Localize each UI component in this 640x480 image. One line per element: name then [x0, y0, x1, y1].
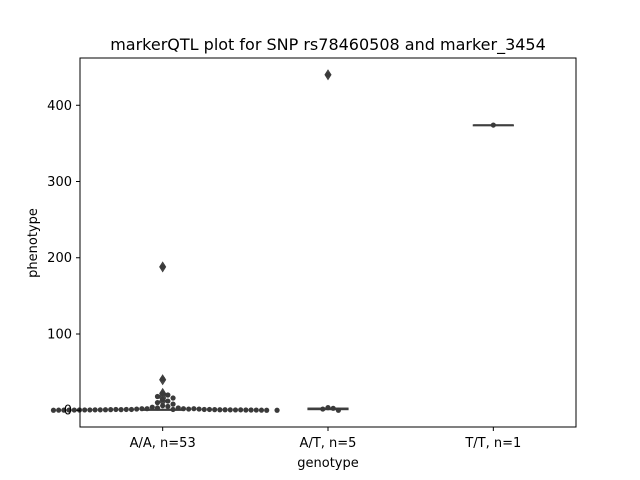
- data-point: [50, 407, 57, 413]
- data-point: [264, 407, 270, 413]
- y-tick-label: 300: [47, 175, 72, 190]
- data-point: [134, 406, 140, 412]
- data-point: [165, 403, 171, 410]
- data-point: [180, 406, 187, 412]
- data-point: [201, 406, 207, 413]
- data-point: [56, 407, 62, 413]
- box-group: [50, 261, 280, 413]
- data-point: [238, 407, 244, 413]
- data-point: [170, 406, 176, 413]
- data-point: [165, 392, 171, 398]
- data-point: [139, 406, 145, 412]
- y-axis-label: phenotype: [26, 208, 41, 278]
- data-point: [258, 407, 265, 413]
- data-point: [196, 406, 202, 412]
- y-tick-label: 400: [47, 99, 72, 114]
- data-point: [227, 407, 233, 413]
- data-point: [71, 407, 77, 413]
- data-point: [128, 406, 135, 413]
- data-point: [222, 407, 228, 413]
- data-point: [149, 404, 155, 410]
- box-group: [472, 122, 514, 128]
- data-point: [154, 393, 161, 400]
- data-point: [186, 406, 192, 412]
- data-point: [320, 406, 326, 412]
- x-axis: A/A, n=53 A/T, n=5 T/T, n=1: [130, 427, 521, 451]
- data-point: [253, 407, 259, 413]
- data-point: [165, 398, 171, 404]
- chart-title: markerQTL plot for SNP rs78460508 and ma…: [110, 35, 546, 55]
- plot-area: [50, 69, 514, 413]
- y-tick-label: 0: [64, 404, 72, 419]
- x-tick-label: A/T, n=5: [300, 436, 357, 451]
- data-point: [274, 407, 280, 413]
- data-point: [87, 407, 93, 413]
- data-point: [160, 390, 166, 397]
- data-point: [61, 407, 67, 413]
- data-point: [154, 400, 161, 406]
- data-point: [144, 406, 150, 412]
- data-point: [92, 407, 98, 413]
- data-point: [113, 406, 119, 413]
- data-point: [160, 264, 166, 270]
- box-group: [307, 69, 349, 413]
- data-point: [82, 407, 88, 413]
- data-point: [325, 404, 331, 411]
- data-point: [102, 407, 109, 413]
- data-point: [175, 405, 181, 411]
- data-point: [490, 122, 496, 128]
- data-point: [66, 407, 72, 413]
- data-point: [325, 72, 331, 78]
- data-point: [160, 396, 166, 403]
- data-point: [232, 407, 239, 413]
- data-point: [160, 403, 166, 409]
- data-point: [248, 407, 254, 413]
- data-point: [160, 376, 166, 382]
- data-point: [154, 405, 161, 411]
- data-point: [191, 406, 197, 412]
- x-tick-label: A/A, n=53: [130, 436, 196, 451]
- data-point: [335, 407, 341, 413]
- data-point: [123, 406, 129, 413]
- data-point: [243, 407, 249, 413]
- data-point: [170, 395, 176, 401]
- y-tick-label: 200: [47, 251, 72, 266]
- data-point: [108, 407, 114, 413]
- data-point: [330, 405, 336, 411]
- y-tick-label: 100: [47, 327, 72, 342]
- data-point: [170, 401, 176, 407]
- data-point: [206, 406, 213, 413]
- x-tick-label: T/T, n=1: [464, 436, 521, 451]
- plot-frame: [79, 57, 577, 428]
- y-axis: 0 100 200 300 400: [47, 99, 80, 419]
- data-point: [217, 407, 223, 413]
- data-point: [118, 407, 124, 413]
- data-point: [212, 407, 218, 413]
- x-axis-label: genotype: [297, 456, 358, 471]
- data-point: [97, 407, 103, 413]
